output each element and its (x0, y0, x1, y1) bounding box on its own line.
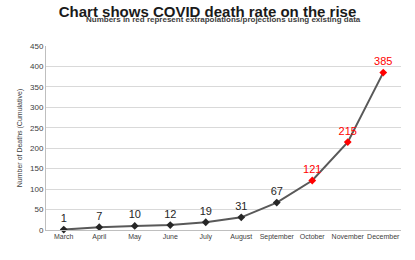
svg-text:Number of Deaths (Cumulative): Number of Deaths (Cumulative) (16, 89, 24, 187)
svg-text:67: 67 (271, 185, 283, 197)
svg-text:Chart shows COVID death rate o: Chart shows COVID death rate on the rise (59, 3, 357, 20)
svg-text:10: 10 (129, 208, 141, 220)
svg-text:August: August (230, 233, 252, 241)
svg-text:12: 12 (164, 208, 176, 220)
svg-text:May: May (128, 233, 142, 241)
svg-text:100: 100 (30, 185, 44, 194)
svg-text:March: March (54, 233, 74, 240)
svg-text:Numbers in red represent extra: Numbers in red represent extrapolations/… (86, 15, 361, 24)
svg-text:31: 31 (235, 200, 247, 212)
svg-text:350: 350 (30, 83, 44, 92)
svg-text:April: April (92, 233, 106, 241)
svg-text:300: 300 (30, 103, 44, 112)
svg-text:7: 7 (96, 210, 102, 222)
svg-text:June: June (163, 233, 178, 240)
svg-text:November: November (332, 233, 365, 240)
svg-text:50: 50 (34, 205, 43, 214)
svg-text:450: 450 (30, 42, 44, 51)
svg-text:October: October (300, 233, 326, 240)
svg-text:200: 200 (30, 144, 44, 153)
svg-text:1: 1 (61, 212, 67, 224)
svg-text:385: 385 (374, 55, 392, 67)
svg-text:0: 0 (39, 226, 44, 235)
svg-text:121: 121 (303, 163, 321, 175)
svg-text:September: September (260, 233, 295, 241)
svg-text:December: December (367, 233, 400, 240)
svg-text:150: 150 (30, 164, 44, 173)
svg-text:250: 250 (30, 124, 44, 133)
svg-text:215: 215 (339, 125, 357, 137)
svg-text:July: July (200, 233, 213, 241)
svg-text:400: 400 (30, 62, 44, 71)
svg-text:19: 19 (200, 205, 212, 217)
